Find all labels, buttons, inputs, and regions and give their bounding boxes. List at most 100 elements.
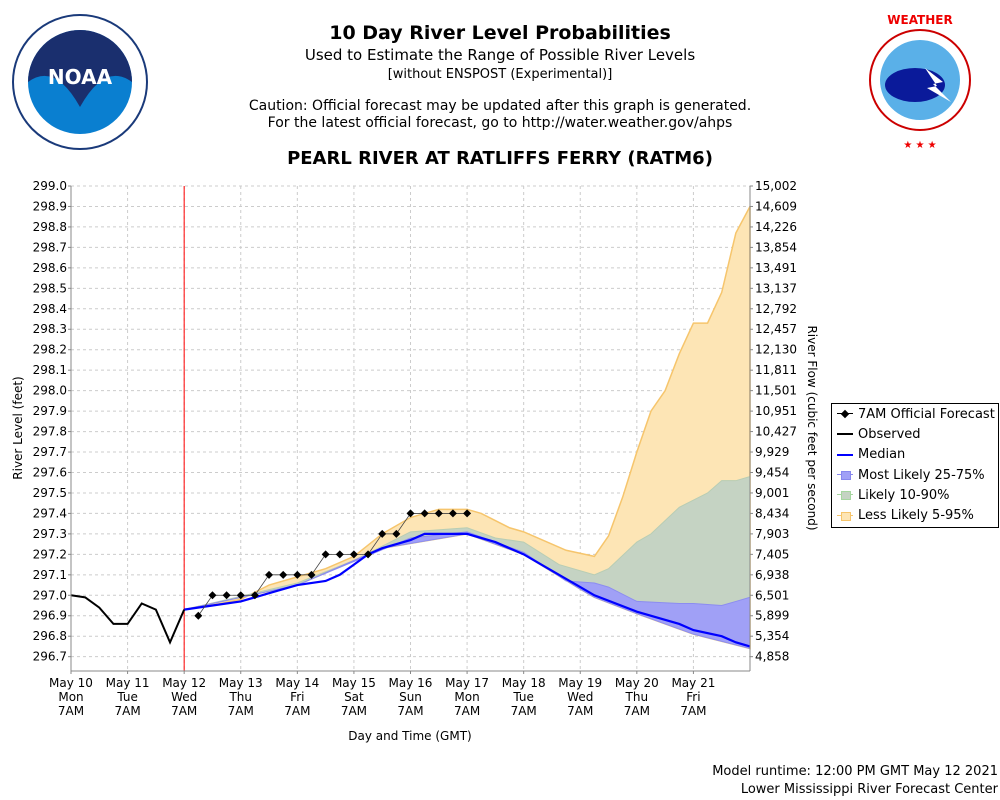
legend: 7AM Official Forecast Observed Median Mo… [831, 403, 999, 528]
y2-tick-label: 10,427 [755, 425, 797, 439]
x-tick-label: Wed [567, 690, 593, 704]
y2-tick-label: 9,001 [755, 486, 789, 500]
x-tick-label: Mon [58, 690, 83, 704]
y2-tick-label: 10,951 [755, 404, 797, 418]
x-tick-label: Mon [454, 690, 479, 704]
x-tick-label: 7AM [114, 704, 140, 718]
forecast-point [448, 509, 457, 518]
x-tick-label: 7AM [341, 704, 367, 718]
x-tick-label: 7AM [228, 704, 254, 718]
y-tick-label: 298.1 [33, 363, 67, 377]
legend-label: Median [858, 447, 906, 463]
y2-tick-label: 12,130 [755, 343, 797, 357]
x-tick-label: May 17 [445, 676, 489, 690]
x-tick-label: May 14 [275, 676, 319, 690]
y2-tick-label: 14,609 [755, 199, 797, 213]
x-tick-label: May 15 [332, 676, 376, 690]
y-tick-label: 298.7 [33, 240, 67, 254]
caution-link-text: For the latest official forecast, go to … [267, 115, 733, 131]
y2-tick-label: 7,405 [755, 547, 789, 561]
x-tick-label: 7AM [624, 704, 650, 718]
forecast-point [378, 529, 387, 538]
orange-square-icon [835, 510, 855, 522]
chart-title: 10 Day River Level Probabilities [329, 22, 671, 44]
legend-5-95: Less Likely 5-95% [832, 505, 998, 525]
forecast-point [222, 591, 231, 600]
y-tick-label: 297.5 [33, 486, 67, 500]
y-tick-label: 297.6 [33, 465, 67, 479]
y-tick-label: 297.3 [33, 527, 67, 541]
forecast-point [392, 529, 401, 538]
x-tick-label: 7AM [680, 704, 706, 718]
y-tick-label: 297.4 [33, 506, 67, 520]
chart-subtitle-2: [without ENSPOST (Experimental)] [387, 67, 613, 82]
y2-tick-label: 5,899 [755, 609, 789, 623]
y2-tick-label: 9,929 [755, 445, 789, 459]
forecast-point [434, 509, 443, 518]
legend-10-90: Likely 10-90% [832, 485, 998, 505]
median-line [184, 532, 751, 648]
y2-tick-label: 9,454 [755, 465, 789, 479]
legend-forecast: 7AM Official Forecast [832, 404, 998, 424]
blue-square-icon [835, 469, 855, 481]
x-tick-label: May 10 [49, 676, 93, 690]
y-tick-label: 298.3 [33, 322, 67, 336]
model-runtime: Model runtime: 12:00 PM GMT May 12 2021 [712, 764, 998, 779]
x-tick-label: Sat [344, 690, 364, 704]
forecast-point [194, 611, 203, 620]
x-tick-label: May 11 [106, 676, 150, 690]
x-tick-label: 7AM [454, 704, 480, 718]
y-tick-label: 298.8 [33, 220, 67, 234]
forecast-point [420, 509, 429, 518]
y2-tick-label: 7,903 [755, 527, 789, 541]
axes: 296.7 4,858 296.8 5,354 296.9 5,899 297.0 6,501… [33, 179, 797, 718]
legend-label: Likely 10-90% [858, 487, 950, 503]
chart-subtitle: Used to Estimate the Range of Possible R… [304, 46, 696, 64]
forecast-point [236, 591, 245, 600]
y2-tick-label: 12,792 [755, 302, 797, 316]
y2-tick-label: 13,854 [755, 240, 797, 254]
y-tick-label: 298.5 [33, 281, 67, 295]
forecast-point [335, 550, 344, 559]
x-tick-label: May 12 [162, 676, 206, 690]
caution-text: Caution: Official forecast may be update… [248, 98, 752, 114]
legend-observed: Observed [832, 424, 998, 444]
x-tick-label: Sun [399, 690, 422, 704]
y2-tick-label: 11,501 [755, 384, 797, 398]
x-tick-label: May 20 [615, 676, 659, 690]
x-tick-label: 7AM [567, 704, 593, 718]
y2-tick-label: 4,858 [755, 650, 789, 664]
legend-label: 7AM Official Forecast [858, 406, 995, 422]
x-tick-label: May 19 [558, 676, 602, 690]
x-tick-label: Wed [171, 690, 197, 704]
y-tick-label: 298.4 [33, 302, 67, 316]
x-tick-label: Fri [686, 690, 700, 704]
legend-label: Less Likely 5-95% [858, 508, 974, 524]
y-tick-label: 297.7 [33, 445, 67, 459]
forecast-point [265, 570, 274, 579]
forecast-point [250, 591, 259, 600]
x-tick-label: May 16 [389, 676, 433, 690]
series-lines [70, 186, 751, 671]
y-tick-label: 298.6 [33, 261, 67, 275]
legend-median: Median [832, 445, 998, 465]
y-tick-label: 297.8 [33, 425, 67, 439]
y-tick-label: 299.0 [33, 179, 67, 193]
y-tick-label: 298.2 [33, 343, 67, 357]
y-tick-label: 297.9 [33, 404, 67, 418]
y2-tick-label: 14,226 [755, 220, 797, 234]
y2-tick-label: 6,938 [755, 568, 789, 582]
x-tick-label: 7AM [397, 704, 423, 718]
blue-line-icon [835, 449, 855, 461]
legend-label: Most Likely 25-75% [858, 467, 985, 483]
y-tick-label: 297.2 [33, 547, 67, 561]
green-square-icon [835, 489, 855, 501]
x-tick-label: May 18 [502, 676, 546, 690]
y2-tick-label: 6,501 [755, 588, 789, 602]
forecast-point [463, 509, 472, 518]
noaa-logo: NOAA [12, 14, 148, 150]
y-tick-label: 296.8 [33, 629, 67, 643]
y2-tick-label: 11,811 [755, 363, 797, 377]
x-tick-label: Fri [290, 690, 304, 704]
y2-tick-label: 13,491 [755, 261, 797, 275]
